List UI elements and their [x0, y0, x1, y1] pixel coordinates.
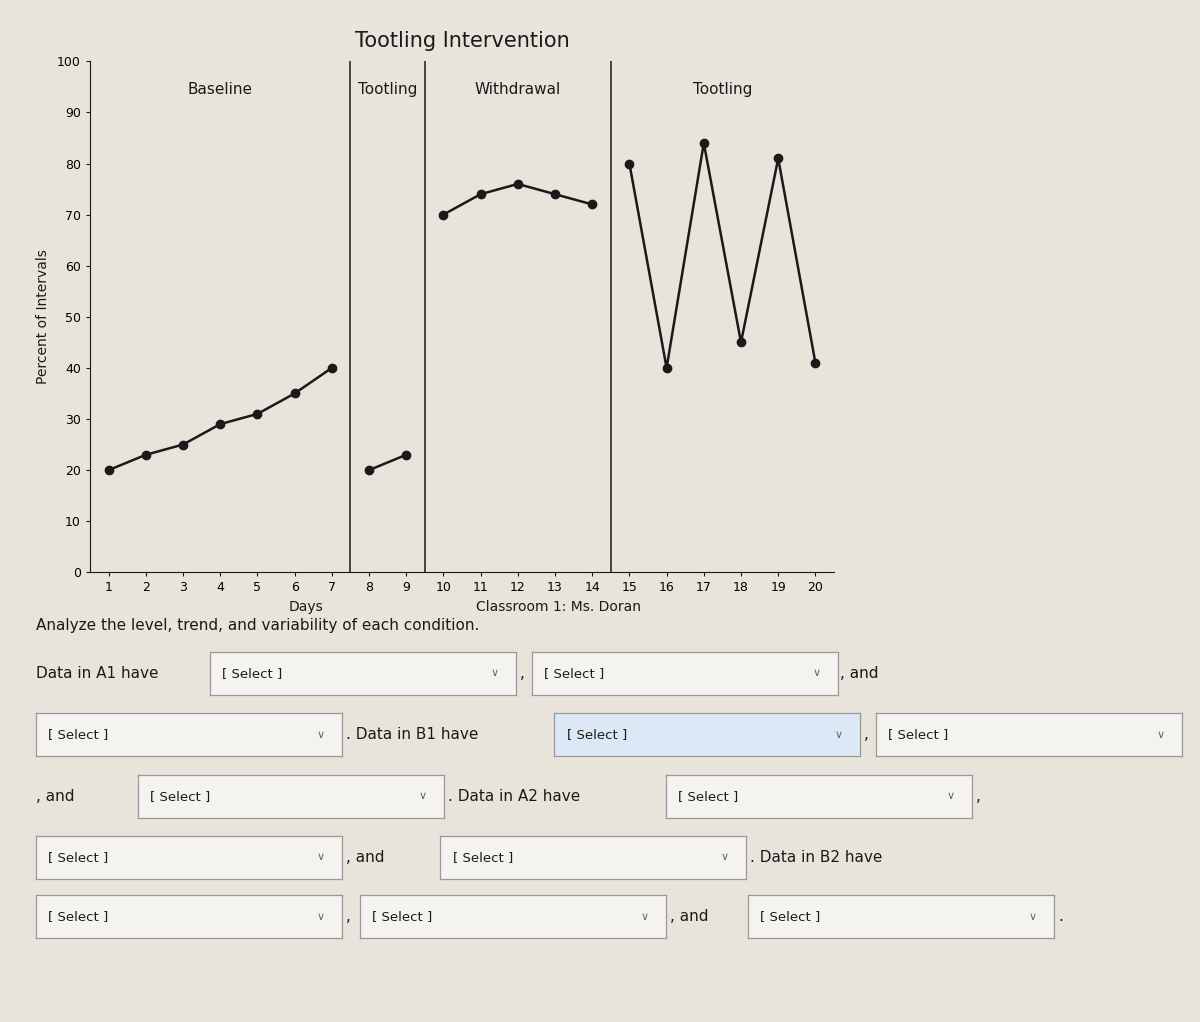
Text: Days: Days — [289, 600, 323, 614]
Text: ∨: ∨ — [317, 912, 325, 922]
Text: . Data in A2 have: . Data in A2 have — [448, 789, 580, 803]
Text: [ Select ]: [ Select ] — [222, 667, 282, 680]
Text: ∨: ∨ — [317, 730, 325, 740]
Text: Baseline: Baseline — [187, 82, 253, 97]
Text: [ Select ]: [ Select ] — [678, 790, 738, 802]
Text: [ Select ]: [ Select ] — [48, 911, 108, 923]
Text: Classroom 1: Ms. Doran: Classroom 1: Ms. Doran — [475, 600, 641, 614]
Text: ∨: ∨ — [1157, 730, 1165, 740]
Text: , and: , and — [840, 666, 878, 681]
Text: ∨: ∨ — [641, 912, 649, 922]
Text: [ Select ]: [ Select ] — [48, 851, 108, 864]
Text: ∨: ∨ — [419, 791, 427, 801]
Text: [ Select ]: [ Select ] — [372, 911, 432, 923]
Text: Data in A1 have: Data in A1 have — [36, 666, 158, 681]
Text: ,: , — [864, 728, 869, 742]
Text: [ Select ]: [ Select ] — [452, 851, 512, 864]
Text: Withdrawal: Withdrawal — [475, 82, 560, 97]
Text: ,: , — [346, 910, 350, 924]
Text: [ Select ]: [ Select ] — [150, 790, 210, 802]
Text: ∨: ∨ — [812, 668, 821, 679]
Text: . Data in B1 have: . Data in B1 have — [346, 728, 478, 742]
Text: ∨: ∨ — [1028, 912, 1037, 922]
Text: [ Select ]: [ Select ] — [48, 729, 108, 741]
Text: Analyze the level, trend, and variability of each condition.: Analyze the level, trend, and variabilit… — [36, 618, 479, 634]
Text: , and: , and — [670, 910, 708, 924]
Title: Tootling Intervention: Tootling Intervention — [355, 32, 569, 51]
Text: Tootling: Tootling — [358, 82, 418, 97]
Text: ∨: ∨ — [947, 791, 955, 801]
Text: , and: , and — [36, 789, 74, 803]
Text: .: . — [1058, 910, 1063, 924]
Text: . Data in B2 have: . Data in B2 have — [750, 850, 882, 865]
Text: ,: , — [520, 666, 524, 681]
Text: [ Select ]: [ Select ] — [544, 667, 604, 680]
Text: ∨: ∨ — [721, 852, 730, 863]
Text: [ Select ]: [ Select ] — [888, 729, 948, 741]
Text: ,: , — [976, 789, 980, 803]
Text: ∨: ∨ — [835, 730, 844, 740]
Text: ∨: ∨ — [491, 668, 499, 679]
Y-axis label: Percent of Intervals: Percent of Intervals — [36, 249, 50, 384]
Text: [ Select ]: [ Select ] — [566, 729, 626, 741]
Text: Tootling: Tootling — [692, 82, 752, 97]
Text: , and: , and — [346, 850, 384, 865]
Text: ∨: ∨ — [317, 852, 325, 863]
Text: [ Select ]: [ Select ] — [760, 911, 820, 923]
